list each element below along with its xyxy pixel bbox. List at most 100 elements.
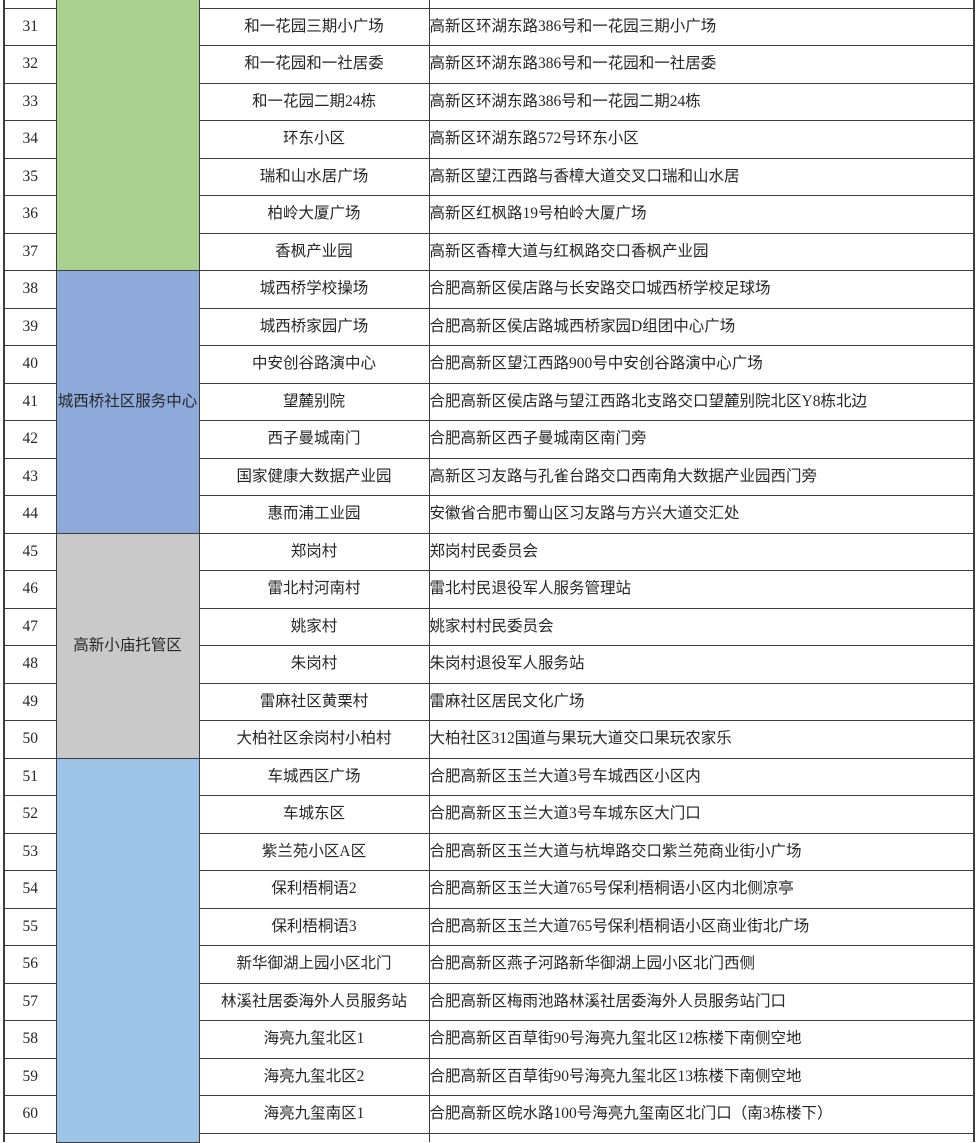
row-number-cell: 49: [3, 682, 57, 721]
row-number-cell: 57: [3, 982, 57, 1021]
site-name-cell: 大柏社区余岗村小柏村: [198, 720, 430, 759]
table-row: 38 城西桥社区服务中心 城西桥学校操场 合肥高新区侯店路与长安路交口城西桥学校足球场: [3, 270, 975, 534]
row-number-cell: 42: [3, 420, 57, 459]
site-name-cell: 新华御湖上园小区北门: [198, 945, 430, 984]
table-row: 45 高新小庙托管区 郑岗村 郑岗村民委员会: [3, 532, 975, 759]
table-row: 59 海亮九玺北区2 合肥高新区百草街90号海亮九玺北区13栋楼下南侧空地: [3, 1057, 975, 1096]
row-number-cell: 35: [3, 157, 57, 196]
table-row: 51 车城西区广场 合肥高新区玉兰大道3号车城西区小区内: [3, 757, 975, 1143]
address-cell: 高新区环湖东路386号和一花园二期24栋: [428, 82, 975, 121]
site-name-cell: 中安创谷路演中心: [198, 345, 430, 384]
address-cell: 合肥高新区百草街90号海亮九玺北区12栋楼下南侧空地: [428, 1020, 975, 1059]
partial-row: [3, 0, 975, 271]
site-name-cell: [198, 0, 430, 9]
site-name-cell: 和一花园三期小广场: [198, 7, 430, 46]
row-number-cell: 33: [3, 82, 57, 121]
site-name-cell: 国家健康大数据产业园: [198, 457, 430, 496]
row-number-cell: 44: [3, 495, 57, 534]
address-cell: 合肥高新区侯店路与长安路交口城西桥学校足球场: [428, 270, 975, 309]
row-number-cell: 43: [3, 457, 57, 496]
site-name-cell: 保利梧桐语3: [198, 907, 430, 946]
address-cell: 合肥高新区西子曼城南区南门旁: [428, 420, 975, 459]
category-cell: 城西桥社区服务中心: [55, 270, 200, 534]
table-row: 34 环东小区 高新区环湖东路572号环东小区: [3, 120, 975, 159]
table-row: 42 西子曼城南门 合肥高新区西子曼城南区南门旁: [3, 420, 975, 459]
table-row: 60 海亮九玺南区1 合肥高新区皖水路100号海亮九玺南区北门口（南3栋楼下）: [3, 1095, 975, 1134]
address-cell: 雷北村民退役军人服务管理站: [428, 570, 975, 609]
row-number-cell: [3, 0, 57, 9]
site-name-cell: 望麓别院: [198, 382, 430, 421]
address-cell: 雷麻社区居民文化广场: [428, 682, 975, 721]
row-number-cell: 34: [3, 120, 57, 159]
site-name-cell: 保利梧桐语2: [198, 870, 430, 909]
row-number-cell: 32: [3, 45, 57, 84]
row-number-cell: 56: [3, 945, 57, 984]
table-row: 35 瑞和山水居广场 高新区望江西路与香樟大道交叉口瑞和山水居: [3, 157, 975, 196]
category-cell: [55, 0, 200, 271]
table-row: 37 香枫产业园 高新区香樟大道与红枫路交口香枫产业园: [3, 232, 975, 271]
address-cell: 大柏社区312国道与果玩大道交口果玩农家乐: [428, 720, 975, 759]
address-cell: 合肥高新区百草街90号海亮九玺北区13栋楼下南侧空地: [428, 1057, 975, 1096]
address-cell: 高新区环湖东路386号和一花园和一社居委: [428, 45, 975, 84]
address-cell: 合肥高新区玉兰大道765号保利梧桐语小区内北侧凉亭: [428, 870, 975, 909]
row-number-cell: 59: [3, 1057, 57, 1096]
site-name-cell: 海亮九玺北区2: [198, 1057, 430, 1096]
site-name-cell: 和一花园和一社居委: [198, 45, 430, 84]
table-row: 44 惠而浦工业园 安徽省合肥市蜀山区习友路与方兴大道交汇处: [3, 495, 975, 534]
category-cell: 高新小庙托管区: [55, 532, 200, 759]
address-cell: [428, 0, 975, 9]
site-name-cell: 姚家村: [198, 607, 430, 646]
table-row: 40 中安创谷路演中心 合肥高新区望江西路900号中安创谷路演中心广场: [3, 345, 975, 384]
site-name-cell: 和一花园二期24栋: [198, 82, 430, 121]
row-number-cell: 36: [3, 195, 57, 234]
address-cell: 姚家村村民委员会: [428, 607, 975, 646]
row-number-cell: 47: [3, 607, 57, 646]
table-row: 33 和一花园二期24栋 高新区环湖东路386号和一花园二期24栋: [3, 82, 975, 121]
site-name-cell: 车城西区广场: [198, 757, 430, 796]
address-cell: 合肥高新区梅雨池路林溪社居委海外人员服务站门口: [428, 982, 975, 1021]
site-name-cell: 香枫产业园: [198, 232, 430, 271]
site-name-cell: 西子曼城南门: [198, 420, 430, 459]
row-number-cell: [3, 1132, 57, 1142]
table-row: 52 车城东区 合肥高新区玉兰大道3号车城东区大门口: [3, 795, 975, 834]
address-cell: 合肥高新区皖水路100号海亮九玺南区北门口（南3栋楼下）: [428, 1095, 975, 1134]
row-number-cell: 41: [3, 382, 57, 421]
category-cell: [55, 757, 200, 1143]
table-row: 31 和一花园三期小广场 高新区环湖东路386号和一花园三期小广场: [3, 7, 975, 46]
site-name-cell: 海亮九玺北区1: [198, 1020, 430, 1059]
site-name-cell: 林溪社居委海外人员服务站: [198, 982, 430, 1021]
address-cell: 朱岗村退役军人服务站: [428, 645, 975, 684]
row-number-cell: 55: [3, 907, 57, 946]
row-number-cell: 46: [3, 570, 57, 609]
site-name-cell: 柏岭大厦广场: [198, 195, 430, 234]
table-row: 57 林溪社居委海外人员服务站 合肥高新区梅雨池路林溪社居委海外人员服务站门口: [3, 982, 975, 1021]
table-row: 55 保利梧桐语3 合肥高新区玉兰大道765号保利梧桐语小区商业街北广场: [3, 907, 975, 946]
table-row: 47 姚家村 姚家村村民委员会: [3, 607, 975, 646]
table-row: 49 雷麻社区黄栗村 雷麻社区居民文化广场: [3, 682, 975, 721]
site-name-cell: 雷麻社区黄栗村: [198, 682, 430, 721]
site-name-cell: 环东小区: [198, 120, 430, 159]
address-cell: 合肥高新区侯店路与望江西路北支路交口望麓别院北区Y8栋北边: [428, 382, 975, 421]
row-number-cell: 54: [3, 870, 57, 909]
address-cell: 高新区环湖东路572号环东小区: [428, 120, 975, 159]
address-cell: [428, 1132, 975, 1142]
table-row: 39 城西桥家园广场 合肥高新区侯店路城西桥家园D组团中心广场: [3, 307, 975, 346]
address-cell: 合肥高新区望江西路900号中安创谷路演中心广场: [428, 345, 975, 384]
address-cell: 合肥高新区玉兰大道3号车城西区小区内: [428, 757, 975, 796]
address-cell: 高新区红枫路19号柏岭大厦广场: [428, 195, 975, 234]
row-number-cell: 40: [3, 345, 57, 384]
row-number-cell: 52: [3, 795, 57, 834]
row-number-cell: 60: [3, 1095, 57, 1134]
address-cell: 合肥高新区燕子河路新华御湖上园小区北门西侧: [428, 945, 975, 984]
site-name-cell: 城西桥家园广场: [198, 307, 430, 346]
address-cell: 高新区习友路与孔雀台路交口西南角大数据产业园西门旁: [428, 457, 975, 496]
site-name-cell: 朱岗村: [198, 645, 430, 684]
table-row: 32 和一花园和一社居委 高新区环湖东路386号和一花园和一社居委: [3, 45, 975, 84]
address-cell: 安徽省合肥市蜀山区习友路与方兴大道交汇处: [428, 495, 975, 534]
address-cell: 合肥高新区侯店路城西桥家园D组团中心广场: [428, 307, 975, 346]
site-name-cell: 雷北村河南村: [198, 570, 430, 609]
row-number-cell: 45: [3, 532, 57, 571]
row-number-cell: 51: [3, 757, 57, 796]
poi-table: 31 和一花园三期小广场 高新区环湖东路386号和一花园三期小广场 32 和一花园和一社…: [3, 0, 975, 1143]
